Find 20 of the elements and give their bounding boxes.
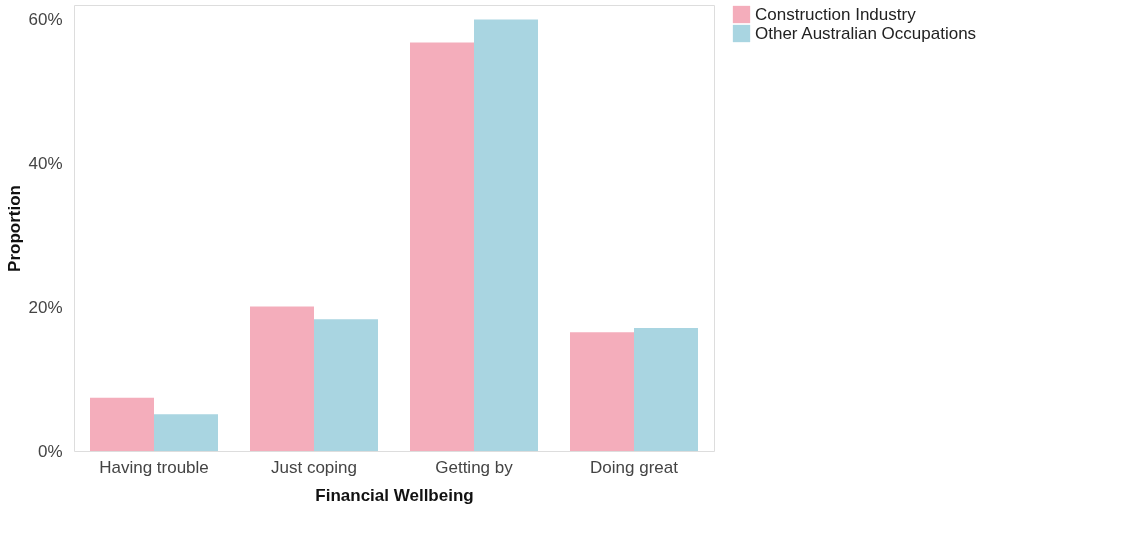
x-tick-label: Doing great [590,457,679,477]
y-tick-label: 60% [28,9,63,29]
bar [250,306,314,451]
x-tick-label: Getting by [435,457,514,477]
y-axis-title: Proportion [5,185,25,272]
x-tick-label: Having trouble [99,457,209,477]
legend-label: Construction Industry [755,4,917,24]
bar [410,42,474,451]
y-tick-label: 0% [37,441,63,461]
x-axis-title: Financial Wellbeing [315,485,474,505]
bar [90,397,154,451]
bar [634,327,698,451]
legend-label: Other Australian Occupations [755,23,977,43]
bar [570,332,634,451]
bar [154,414,218,451]
bar [474,19,538,451]
x-tick-label: Just coping [271,457,357,477]
y-tick-label: 20% [28,297,63,317]
bar [314,319,378,451]
y-tick-label: 40% [28,153,63,173]
